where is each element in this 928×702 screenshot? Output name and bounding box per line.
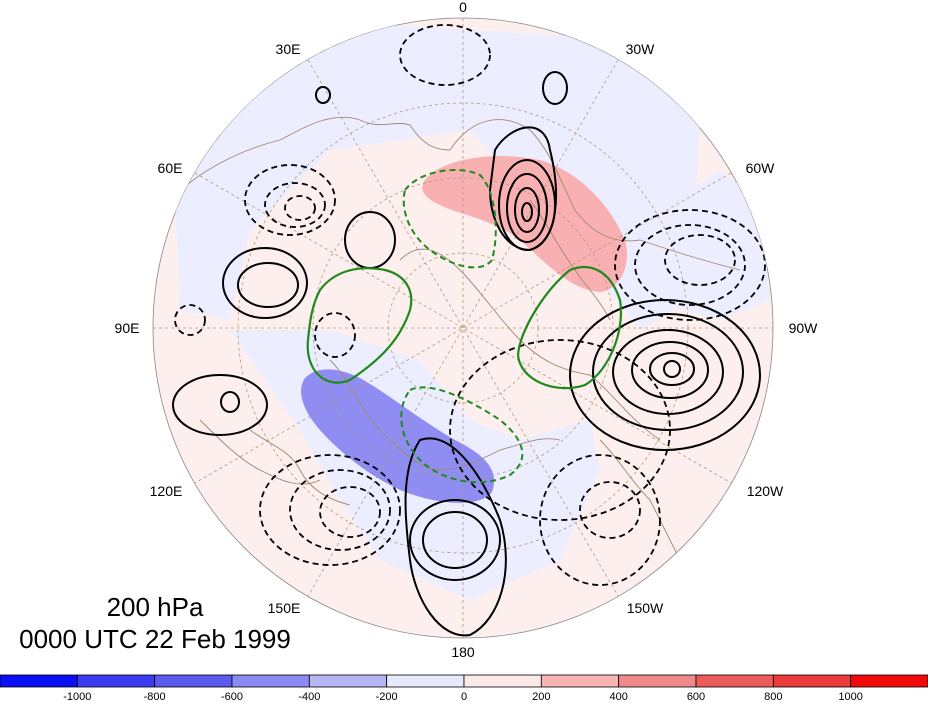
- solid-contours: [172, 71, 761, 637]
- pale-blue-region-west: [600, 170, 770, 320]
- colorbar-tick-label: -800: [144, 691, 166, 702]
- colorbar-box: [386, 674, 465, 688]
- colorbar-tick-label: -400: [298, 691, 320, 702]
- lon-label-180: 180: [451, 644, 475, 660]
- colorbar-tick-label: -200: [376, 691, 398, 702]
- colorbar-tick-label: 800: [764, 691, 782, 702]
- dashed-contours: [174, 24, 766, 586]
- colorbar-tick-label: 600: [687, 691, 705, 702]
- colorbar-box: [0, 674, 78, 688]
- colorbar-tick-label: 1000: [838, 691, 862, 702]
- colorbar-box: [772, 674, 852, 688]
- colorbar-box: [76, 674, 156, 688]
- colorbar-tick-label: -600: [221, 691, 243, 702]
- longitude-labels: 0 30W 60W 90W 120W 150W 180 150E 120E 90…: [115, 0, 819, 660]
- colorbar-box: [154, 674, 233, 688]
- colorbar-boxes: [0, 674, 928, 688]
- colorbar-tick-label: 400: [609, 691, 627, 702]
- lon-label-150e: 150E: [268, 600, 301, 616]
- lon-label-120w: 120W: [747, 483, 784, 499]
- pressure-level-caption: 200 hPa: [106, 592, 204, 622]
- lon-label-30w: 30W: [626, 41, 656, 57]
- lon-label-90w: 90W: [789, 320, 819, 336]
- colorbar-box: [308, 674, 388, 688]
- colorbar-tick-label: 200: [532, 691, 550, 702]
- colorbar: -1000 -800 -600 -400 -200 0 200 400 600 800 1000: [0, 674, 928, 702]
- lon-label-90e: 90E: [115, 320, 140, 336]
- lon-label-60w: 60W: [746, 160, 776, 176]
- lon-label-30e: 30E: [276, 41, 301, 57]
- colorbar-box: [463, 674, 542, 688]
- lon-label-120e: 120E: [150, 483, 183, 499]
- lon-label-0: 0: [459, 0, 467, 15]
- colorbar-box: [231, 674, 310, 688]
- colorbar-box: [540, 674, 620, 688]
- colorbar-box: [695, 674, 774, 688]
- timestamp-caption: 0000 UTC 22 Feb 1999: [19, 624, 291, 654]
- colorbar-tick-label: 0: [461, 691, 467, 702]
- green-contours: [306, 266, 622, 390]
- pale-blue-region: [175, 20, 700, 330]
- colorbar-box: [850, 674, 928, 688]
- lon-label-60e: 60E: [158, 160, 183, 176]
- lon-label-150w: 150W: [627, 600, 664, 616]
- colorbar-tick-label: -1000: [63, 691, 91, 702]
- green-dashed-contours: [400, 169, 524, 484]
- positive-anomaly-patch: [422, 156, 628, 292]
- colorbar-box: [618, 674, 697, 688]
- colorbar-tick-labels: -1000 -800 -600 -400 -200 0 200 400 600 800 1000: [63, 691, 863, 702]
